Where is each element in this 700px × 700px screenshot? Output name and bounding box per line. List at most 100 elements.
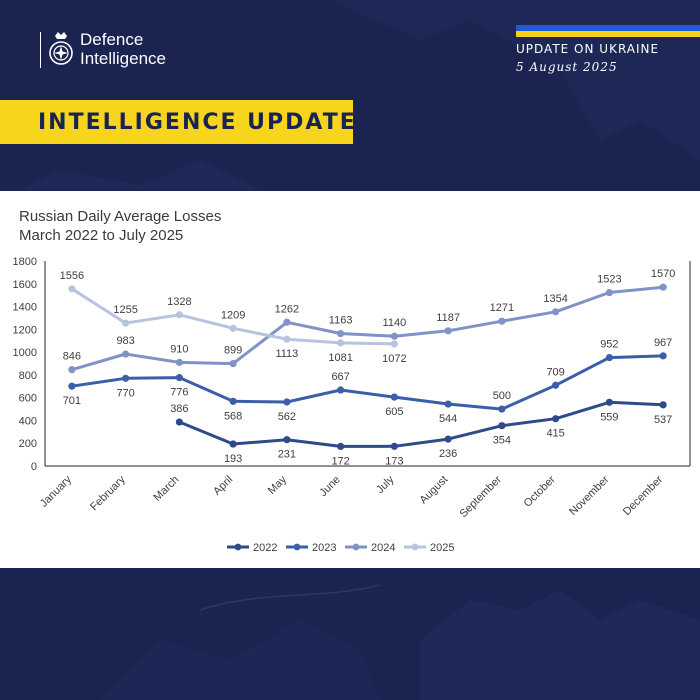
data-point: [229, 360, 237, 368]
chart-title: Russian Daily Average Losses: [19, 208, 222, 225]
series-line: [71, 354, 664, 411]
data-point: [390, 393, 398, 401]
data-label: 770: [116, 387, 134, 399]
data-point: [659, 352, 667, 360]
flag-blue-band: [516, 25, 700, 31]
data-label: 667: [331, 371, 349, 383]
data-label: 1328: [167, 296, 191, 308]
data-point: [390, 332, 398, 340]
data-point: [498, 405, 506, 413]
data-point: [444, 400, 452, 408]
data-label: 415: [546, 428, 564, 440]
data-label: 537: [654, 414, 672, 426]
data-point: [659, 401, 667, 409]
data-label: 562: [278, 411, 296, 423]
data-label: 1081: [328, 352, 352, 364]
y-tick-label: 800: [19, 370, 37, 382]
x-tick-label: September: [457, 473, 504, 520]
data-label: 899: [224, 345, 242, 357]
y-tick-label: 1600: [13, 279, 37, 291]
data-label: 952: [600, 339, 618, 351]
update-heading: UPDATE ON UKRAINE: [516, 42, 660, 56]
x-tick-label: October: [522, 473, 558, 509]
y-tick-label: 1000: [13, 347, 37, 359]
data-point: [337, 442, 345, 451]
data-label: 1072: [382, 353, 406, 365]
data-point: [229, 397, 237, 405]
chart-title-block: Russian Daily Average Losses March 2022 …: [19, 207, 221, 245]
data-point: [659, 283, 667, 291]
x-tick-label: March: [151, 474, 181, 504]
data-point: [390, 442, 398, 450]
legend-marker: [234, 543, 242, 551]
legend-marker: [411, 543, 419, 551]
logo-divider: [40, 32, 41, 68]
data-point: [175, 374, 183, 382]
data-point: [552, 415, 560, 423]
data-label: 1354: [543, 293, 567, 305]
defence-intelligence-logo: Defence Intelligence: [40, 30, 166, 70]
data-label: 500: [493, 390, 511, 402]
brand-line-2: Intelligence: [80, 49, 167, 68]
crest-icon: [49, 32, 73, 65]
data-label: 967: [654, 337, 672, 349]
legend-marker: [293, 543, 301, 551]
data-label: 236: [439, 448, 457, 460]
legend-marker: [352, 543, 360, 551]
series-line: [178, 400, 664, 448]
logo-wordmark: Defence Intelligence: [80, 30, 166, 68]
x-tick-label: December: [621, 473, 666, 518]
data-label: 172: [331, 455, 349, 467]
data-label: 1556: [60, 270, 84, 282]
data-label: 193: [224, 453, 242, 465]
data-point: [605, 353, 613, 362]
data-point: [175, 311, 183, 319]
data-label: 544: [439, 413, 457, 425]
data-point: [68, 382, 76, 390]
data-point: [337, 329, 345, 338]
data-label: 173: [385, 455, 403, 467]
data-point: [444, 435, 452, 443]
data-point: [283, 398, 291, 406]
legend-label: 2023: [312, 542, 336, 554]
legend-label: 2025: [430, 542, 454, 554]
x-tick-label: November: [567, 473, 612, 518]
data-point: [175, 358, 183, 366]
flag-yellow-band: [516, 31, 700, 37]
data-point: [498, 422, 506, 430]
data-label: 1262: [275, 303, 299, 315]
y-tick-label: 400: [19, 415, 37, 427]
data-label: 1523: [597, 274, 621, 286]
data-point: [175, 418, 183, 426]
x-tick-label: February: [88, 473, 128, 513]
update-date: 5 August 2025: [516, 60, 618, 74]
data-point: [337, 386, 345, 394]
data-label: 1271: [490, 302, 514, 314]
y-tick-label: 200: [19, 438, 37, 450]
data-point: [122, 374, 130, 382]
data-point: [283, 436, 291, 444]
data-point: [605, 398, 613, 406]
data-label: 910: [170, 343, 188, 355]
data-label: 559: [600, 411, 618, 423]
data-point: [283, 335, 291, 343]
data-point: [552, 308, 560, 316]
ukraine-flag-stripe: [516, 25, 700, 37]
x-tick-label: June: [317, 474, 342, 499]
brand-line-1: Defence: [80, 30, 144, 49]
data-point: [122, 350, 130, 358]
data-point: [444, 327, 452, 335]
data-label: 1163: [329, 315, 353, 327]
y-tick-label: 0: [31, 461, 37, 473]
x-tick-label: May: [266, 473, 290, 497]
data-point: [337, 339, 345, 347]
data-label: 354: [493, 435, 511, 447]
data-label: 1255: [113, 304, 137, 316]
x-tick-label: January: [38, 473, 75, 510]
data-label: 1187: [436, 312, 460, 324]
x-tick-label: April: [211, 474, 235, 498]
data-label: 568: [224, 410, 242, 422]
data-point: [283, 318, 291, 326]
data-label: 1113: [275, 348, 298, 360]
